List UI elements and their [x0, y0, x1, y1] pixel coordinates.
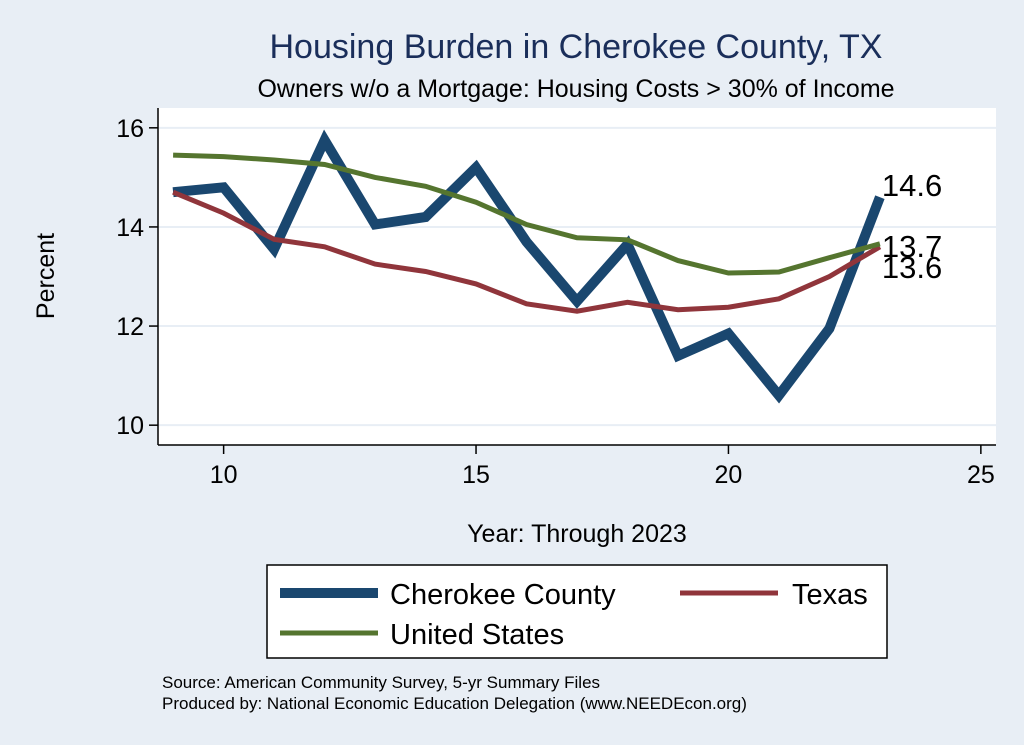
series-layer — [172, 129, 885, 404]
y-tick-label-16: 16 — [116, 115, 144, 143]
series-line-united-states — [173, 152, 881, 276]
x-tick-label-20: 20 — [715, 461, 743, 489]
x-tick-label-25: 25 — [967, 461, 995, 489]
end-label-united-states: 13.7 — [882, 229, 942, 264]
legend-label-cherokee-county: Cherokee County — [390, 579, 616, 611]
series-line-texas — [172, 189, 882, 314]
x-tick-label-15: 15 — [462, 461, 490, 489]
end-label-cherokee-county: 14.6 — [882, 168, 942, 203]
series-line-cherokee-county — [172, 129, 885, 404]
y-tick-label-14: 14 — [116, 214, 144, 242]
source-line-2: Produced by: National Economic Education… — [162, 694, 747, 713]
end-labels: 14.6 13.613.7 — [882, 168, 942, 285]
y-axis-label: Percent — [32, 233, 60, 319]
legend: Cherokee County Texas United States — [266, 564, 888, 659]
x-axis-label: Year: Through 2023 — [467, 520, 687, 548]
legend-box — [266, 564, 888, 659]
legend-label-united-states: United States — [390, 619, 564, 651]
axes: 10 12 14 16 10 15 20 25 — [116, 108, 996, 489]
y-tick-label-10: 10 — [116, 412, 144, 440]
chart-title: Housing Burden in Cherokee County, TX — [270, 28, 883, 66]
gridlines — [158, 126, 996, 427]
legend-label-texas: Texas — [792, 579, 868, 611]
chart-subtitle: Owners w/o a Mortgage: Housing Costs > 3… — [257, 75, 894, 103]
end-label-texas: 13.6 — [882, 250, 942, 285]
x-tick-label-10: 10 — [210, 461, 238, 489]
y-tick-label-12: 12 — [116, 313, 144, 341]
source-line-1: Source: American Community Survey, 5-yr … — [162, 673, 600, 692]
